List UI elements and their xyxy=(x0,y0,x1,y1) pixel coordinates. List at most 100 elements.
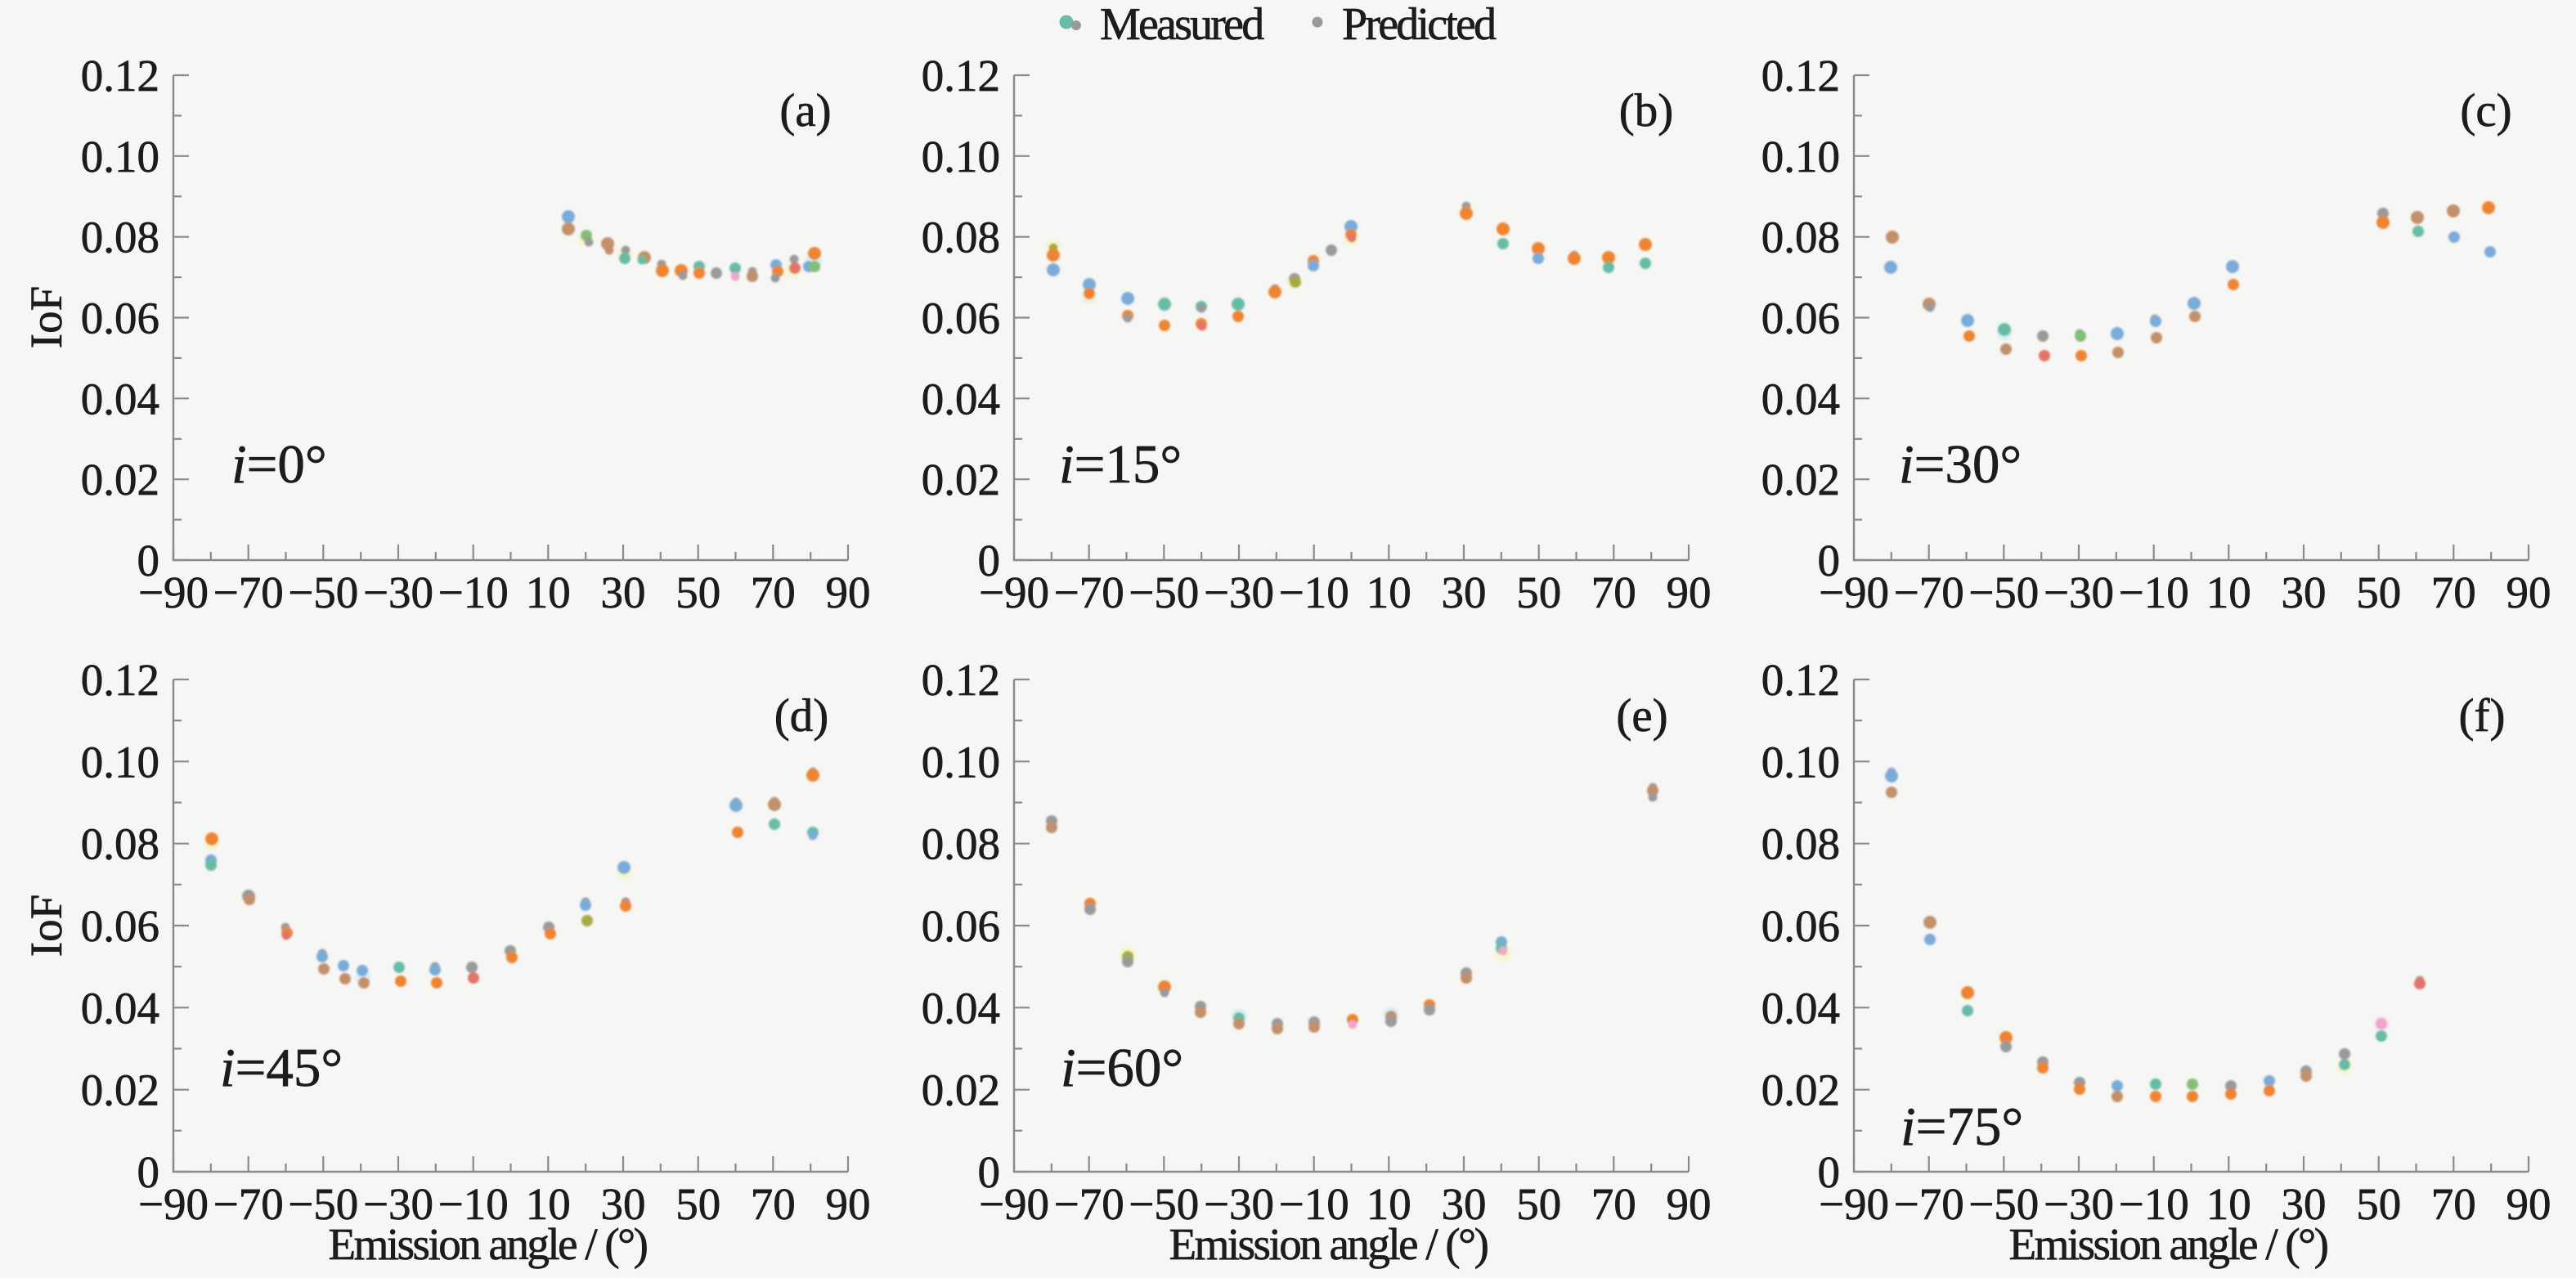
svg-text:0.02: 0.02 xyxy=(1761,1065,1840,1115)
svg-text:−50: −50 xyxy=(1129,1179,1199,1229)
svg-text:0.02: 0.02 xyxy=(1761,455,1840,504)
svg-text:−10: −10 xyxy=(1279,1179,1349,1229)
svg-text:0.02: 0.02 xyxy=(81,455,159,504)
svg-text:50: 50 xyxy=(675,567,720,617)
svg-text:−70: −70 xyxy=(213,567,284,617)
svg-text:(f): (f) xyxy=(2459,690,2506,742)
svg-text:0: 0 xyxy=(1818,536,1841,585)
svg-text:(a): (a) xyxy=(779,85,831,137)
svg-text:−90: −90 xyxy=(1819,1179,1889,1229)
svg-text:−50: −50 xyxy=(288,567,358,617)
svg-text:−10: −10 xyxy=(2119,567,2189,617)
svg-text:10: 10 xyxy=(1367,567,1411,617)
svg-text:0.04: 0.04 xyxy=(922,983,1000,1033)
svg-text:−30: −30 xyxy=(2044,1179,2114,1229)
svg-text:0: 0 xyxy=(1818,1147,1841,1197)
svg-text:−30: −30 xyxy=(2044,567,2114,617)
svg-text:−30: −30 xyxy=(363,1179,433,1229)
svg-text:−50: −50 xyxy=(288,1179,358,1229)
svg-text:−90: −90 xyxy=(979,567,1049,617)
svg-text:30: 30 xyxy=(1442,1179,1487,1229)
svg-text:50: 50 xyxy=(1516,567,1561,617)
svg-text:0.06: 0.06 xyxy=(922,901,1000,951)
svg-text:30: 30 xyxy=(2282,567,2327,617)
svg-text:0.12: 0.12 xyxy=(1761,51,1840,101)
svg-text:10: 10 xyxy=(526,567,571,617)
svg-text:i=15°: i=15° xyxy=(1059,434,1182,495)
svg-text:30: 30 xyxy=(601,567,646,617)
svg-text:70: 70 xyxy=(2431,1179,2476,1229)
svg-text:0: 0 xyxy=(978,1147,1001,1197)
svg-text:0.06: 0.06 xyxy=(81,294,159,343)
svg-text:0.10: 0.10 xyxy=(922,132,1000,182)
svg-text:0.04: 0.04 xyxy=(1761,983,1840,1033)
svg-text:−10: −10 xyxy=(438,1179,509,1229)
svg-text:70: 70 xyxy=(1591,567,1636,617)
svg-text:0.08: 0.08 xyxy=(81,819,159,869)
svg-text:10: 10 xyxy=(1367,1179,1411,1229)
svg-text:90: 90 xyxy=(2506,567,2551,617)
svg-text:0.10: 0.10 xyxy=(81,132,159,182)
svg-text:0.08: 0.08 xyxy=(922,819,1000,869)
svg-text:0.10: 0.10 xyxy=(922,737,1000,787)
svg-text:0.02: 0.02 xyxy=(922,455,1000,504)
svg-text:50: 50 xyxy=(2356,1179,2401,1229)
svg-text:30: 30 xyxy=(601,1179,646,1229)
svg-text:i=0°: i=0° xyxy=(231,434,327,495)
svg-text:(c): (c) xyxy=(2460,85,2511,137)
svg-text:Measured: Measured xyxy=(1100,0,1264,50)
svg-text:−90: −90 xyxy=(979,1179,1049,1229)
svg-text:70: 70 xyxy=(751,567,796,617)
svg-text:−70: −70 xyxy=(1054,1179,1124,1229)
svg-text:0.06: 0.06 xyxy=(1761,901,1840,951)
svg-text:0.12: 0.12 xyxy=(1761,655,1840,705)
svg-text:10: 10 xyxy=(526,1179,571,1229)
svg-text:90: 90 xyxy=(2506,1179,2551,1229)
svg-text:0.12: 0.12 xyxy=(81,51,159,101)
svg-text:i=75°: i=75° xyxy=(1901,1096,2023,1157)
svg-text:0.08: 0.08 xyxy=(922,213,1000,262)
svg-text:−70: −70 xyxy=(1054,567,1124,617)
svg-text:30: 30 xyxy=(1442,567,1487,617)
svg-text:0.06: 0.06 xyxy=(81,901,159,951)
svg-text:(b): (b) xyxy=(1619,85,1673,137)
svg-text:−90: −90 xyxy=(1819,567,1889,617)
svg-text:0.08: 0.08 xyxy=(81,213,159,262)
svg-text:70: 70 xyxy=(2431,567,2476,617)
svg-text:IoF: IoF xyxy=(21,895,71,957)
svg-text:50: 50 xyxy=(2356,567,2401,617)
svg-text:10: 10 xyxy=(2206,1179,2251,1229)
svg-text:−30: −30 xyxy=(363,567,433,617)
svg-text:90: 90 xyxy=(1667,567,1712,617)
svg-text:−90: −90 xyxy=(138,567,209,617)
svg-text:50: 50 xyxy=(1516,1179,1561,1229)
svg-text:i=60°: i=60° xyxy=(1061,1038,1183,1098)
svg-text:−30: −30 xyxy=(1204,567,1274,617)
svg-text:0: 0 xyxy=(137,536,160,585)
svg-text:0.06: 0.06 xyxy=(1761,294,1840,343)
svg-text:0.10: 0.10 xyxy=(1761,132,1840,182)
svg-text:50: 50 xyxy=(675,1179,720,1229)
svg-text:10: 10 xyxy=(2206,567,2251,617)
svg-text:−50: −50 xyxy=(1968,567,2039,617)
svg-text:70: 70 xyxy=(1591,1179,1636,1229)
svg-text:0.04: 0.04 xyxy=(81,374,159,424)
svg-text:0.08: 0.08 xyxy=(1761,819,1840,869)
svg-text:70: 70 xyxy=(751,1179,796,1229)
svg-text:0.10: 0.10 xyxy=(81,737,159,787)
svg-text:0.06: 0.06 xyxy=(922,294,1000,343)
svg-text:0.02: 0.02 xyxy=(81,1065,159,1115)
svg-text:0.04: 0.04 xyxy=(81,983,159,1033)
svg-text:90: 90 xyxy=(1667,1179,1712,1229)
svg-text:−10: −10 xyxy=(438,567,509,617)
svg-text:0.04: 0.04 xyxy=(922,374,1000,424)
svg-text:Predicted: Predicted xyxy=(1342,0,1497,50)
svg-text:−50: −50 xyxy=(1129,567,1199,617)
svg-text:0: 0 xyxy=(978,536,1001,585)
svg-text:30: 30 xyxy=(2282,1179,2327,1229)
svg-text:0.04: 0.04 xyxy=(1761,374,1840,424)
svg-text:0.10: 0.10 xyxy=(1761,737,1840,787)
svg-text:i=45°: i=45° xyxy=(220,1038,343,1098)
svg-text:−10: −10 xyxy=(2119,1179,2189,1229)
svg-text:−90: −90 xyxy=(138,1179,209,1229)
